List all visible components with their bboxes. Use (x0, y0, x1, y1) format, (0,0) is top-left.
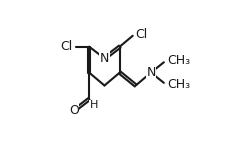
Text: N: N (146, 66, 156, 79)
Text: H: H (90, 100, 98, 110)
Text: N: N (100, 52, 109, 65)
Text: CH₃: CH₃ (167, 78, 190, 91)
Text: Cl: Cl (60, 40, 73, 53)
Text: CH₃: CH₃ (167, 54, 190, 67)
Text: Cl: Cl (136, 28, 148, 41)
Text: O: O (69, 104, 79, 117)
